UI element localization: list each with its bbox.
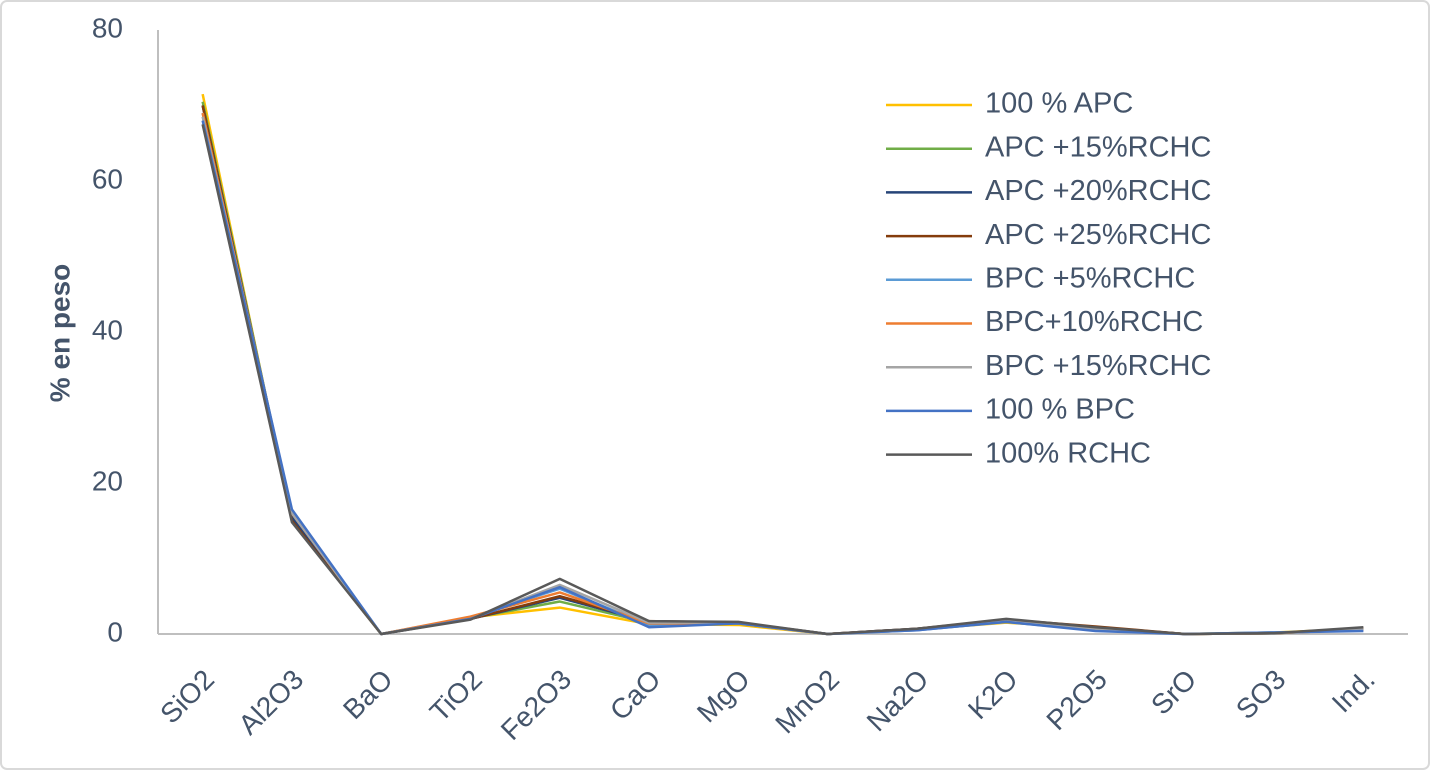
legend-label: 100 % BPC: [985, 394, 1135, 426]
y-tick-label: 60: [92, 163, 123, 194]
legend-label: APC +15%RCHC: [985, 131, 1211, 163]
legend-label: 100 % APC: [985, 88, 1133, 120]
legend-label: BPC +5%RCHC: [985, 262, 1195, 294]
series-line: [201, 124, 1364, 636]
legend-label: APC +20%RCHC: [985, 175, 1211, 207]
y-tick-label: 20: [92, 465, 123, 496]
y-tick-label: 0: [107, 616, 123, 647]
legend-label: APC +25%RCHC: [985, 219, 1211, 251]
legend-label: BPC+10%RCHC: [985, 306, 1203, 338]
y-tick-label: 40: [92, 314, 123, 345]
legend-label: 100% RCHC: [985, 437, 1151, 469]
y-axis-title: % en peso: [44, 264, 75, 402]
legend-label: BPC +15%RCHC: [985, 350, 1211, 382]
y-tick-label: 80: [92, 12, 123, 43]
